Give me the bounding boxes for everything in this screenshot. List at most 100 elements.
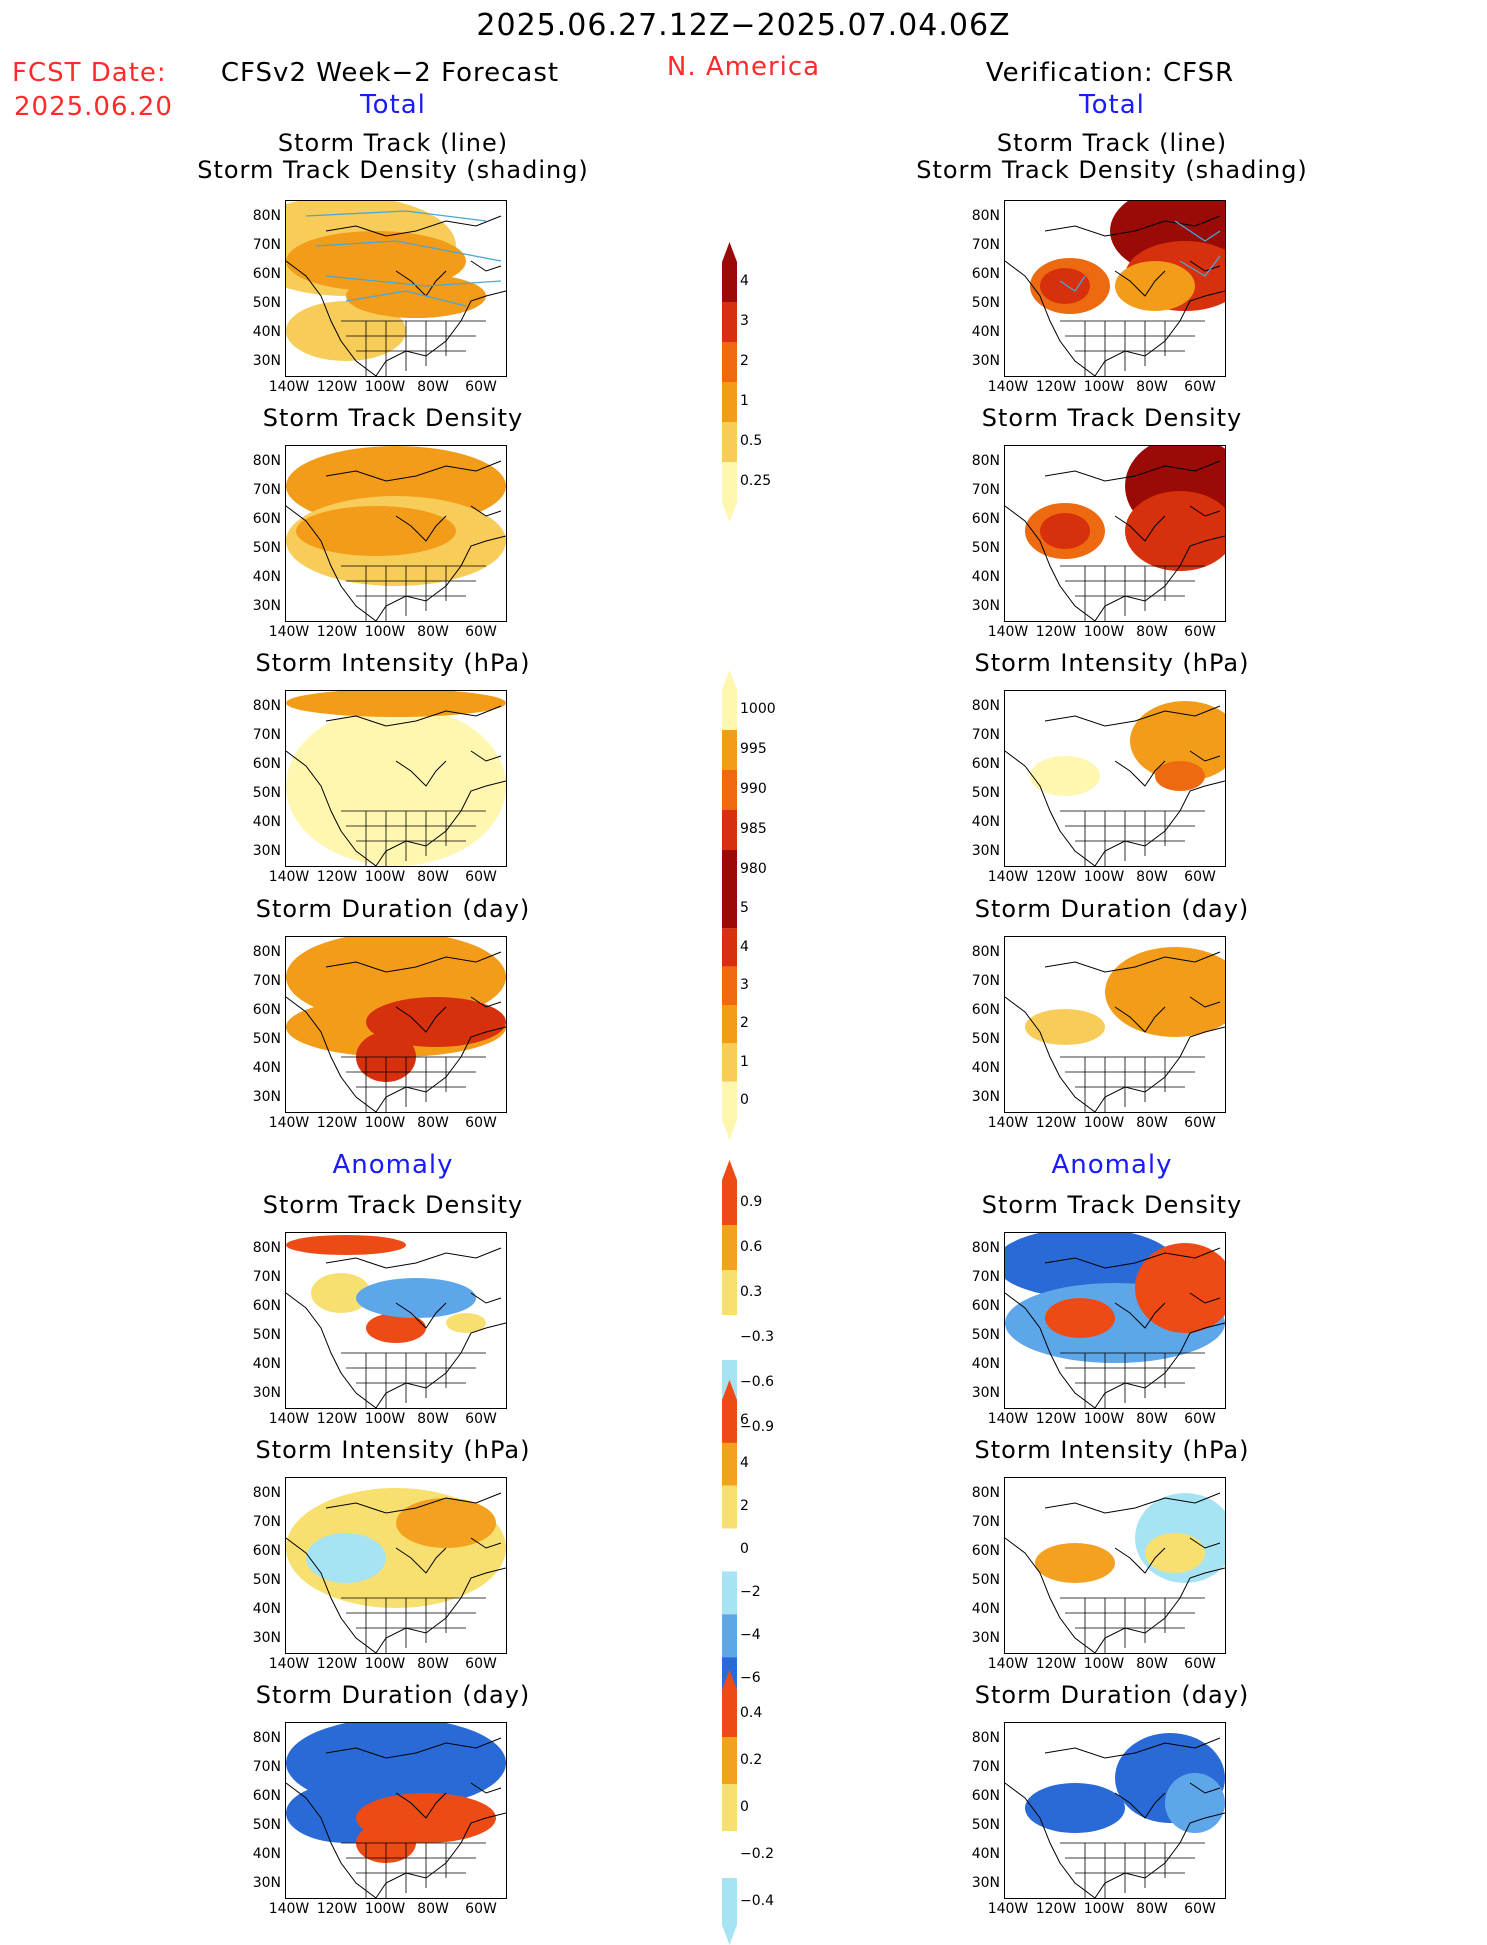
verification-density-lat-tick-60N: 60N	[971, 511, 1000, 527]
verification-aintensity-lat-tick-70N: 70N	[971, 1514, 1000, 1530]
duration-colorbar-segment-5	[722, 1081, 737, 1120]
verification-aintensity-borders	[1060, 1597, 1205, 1653]
verification-intensity-lon-tick-120W: 120W	[1035, 869, 1077, 885]
forecast-density-lon-tick-100W: 100W	[364, 624, 406, 640]
forecast-track-lon-tick-140W: 140W	[268, 379, 310, 395]
forecast-aduration-lat-tick-60N: 60N	[252, 1788, 281, 1804]
forecast-track-lat-tick-40N: 40N	[252, 324, 281, 340]
intensity-anomaly-colorbar-label-5: −4	[740, 1626, 761, 1643]
forecast-intensity-lat-tick-80N: 80N	[252, 698, 281, 714]
forecast-duration-lon-tick-140W: 140W	[268, 1115, 310, 1131]
verification-intensity-borders	[1060, 810, 1205, 866]
forecast-adensity-lat-tick-50N: 50N	[252, 1327, 281, 1343]
forecast-intensity-lat-tick-40N: 40N	[252, 814, 281, 830]
forecast-track-shade-2	[286, 301, 406, 361]
forecast-density-lat-tick-30N: 30N	[252, 598, 281, 614]
forecast-adensity-lon-tick-60W: 60W	[465, 1411, 497, 1427]
verification-adensity-map	[1004, 1232, 1226, 1409]
intensity-anomaly-colorbar-segment-4	[722, 1571, 737, 1615]
verification-intensity-shade-0	[1030, 756, 1100, 796]
verification-duration-map	[1004, 936, 1226, 1113]
density-colorbar-label-1: 3	[740, 313, 749, 329]
verification-adensity-borders	[1060, 1352, 1205, 1408]
duration-colorbar-bottom-arrow	[722, 1120, 737, 1140]
forecast-duration-borders	[341, 1056, 486, 1112]
duration-anomaly-colorbar-label-3: −0.2	[740, 1845, 774, 1862]
forecast-density-lat-tick-50N: 50N	[252, 540, 281, 556]
verification-aduration-lon-tick-60W: 60W	[1184, 1901, 1216, 1917]
forecast-aduration-lon-tick-140W: 140W	[268, 1901, 310, 1917]
verification-density-lon-tick-140W: 140W	[987, 624, 1029, 640]
verification-density-lon-tick-120W: 120W	[1035, 624, 1077, 640]
intensity-anomaly-colorbar-label-6: −6	[740, 1669, 761, 1686]
duration-anomaly-colorbar-label-2: 0	[740, 1798, 749, 1815]
forecast-total-heading: Total	[360, 90, 426, 120]
verification-duration-borders	[1060, 1056, 1205, 1112]
verification-track-lon-tick-100W: 100W	[1083, 379, 1125, 395]
verification-aintensity-lon-tick-100W: 100W	[1083, 1656, 1125, 1672]
forecast-duration-lat-tick-40N: 40N	[252, 1060, 281, 1076]
forecast-density-lat-tick-40N: 40N	[252, 569, 281, 585]
forecast-aduration-lon-tick-120W: 120W	[316, 1901, 358, 1917]
density-colorbar-label-4: 0.5	[740, 433, 763, 449]
verification-aduration-map-svg	[1005, 1733, 1225, 1898]
verification-intensity-lat-tick-70N: 70N	[971, 727, 1000, 743]
verification-intensity-lon-tick-140W: 140W	[987, 869, 1029, 885]
forecast-density-lat-tick-80N: 80N	[252, 453, 281, 469]
verification-density-lat-tick-40N: 40N	[971, 569, 1000, 585]
verification-density-shade-3	[1040, 513, 1090, 549]
duration-anomaly-colorbar-segment-4	[722, 1878, 737, 1925]
verification-adensity-lat-tick-50N: 50N	[971, 1327, 1000, 1343]
intensity-colorbar-segment-0	[722, 690, 737, 730]
density-colorbar-segment-2	[722, 342, 737, 382]
density-anomaly-colorbar-segment-2	[722, 1270, 737, 1315]
forecast-adensity-map	[285, 1232, 507, 1409]
forecast-intensity-shade-1	[286, 691, 506, 717]
density-colorbar-label-3: 1	[740, 393, 749, 409]
forecast-anomaly-heading: Anomaly	[332, 1150, 454, 1180]
verification-aintensity-lat-tick-50N: 50N	[971, 1572, 1000, 1588]
verification-duration-lat-tick-70N: 70N	[971, 973, 1000, 989]
verification-adensity-lon-tick-100W: 100W	[1083, 1411, 1125, 1427]
density-colorbar-label-2: 2	[740, 353, 749, 369]
verification-aduration-lon-tick-140W: 140W	[987, 1901, 1029, 1917]
intensity-anomaly-colorbar-segment-1	[722, 1442, 737, 1486]
forecast-intensity-lon-tick-140W: 140W	[268, 869, 310, 885]
intensity-anomaly-colorbar-label-1: 4	[740, 1455, 749, 1472]
forecast-track-lat-tick-70N: 70N	[252, 237, 281, 253]
duration-anomaly-colorbar-top-arrow	[722, 1670, 737, 1690]
forecast-track-map-svg	[286, 201, 506, 376]
forecast-duration-lon-tick-80W: 80W	[417, 1115, 449, 1131]
verification-track-shade-3	[1040, 268, 1090, 304]
forecast-aintensity-map-svg	[286, 1488, 506, 1653]
forecast-intensity-lat-tick-60N: 60N	[252, 756, 281, 772]
forecast-aduration-lat-tick-40N: 40N	[252, 1846, 281, 1862]
verification-track-lon-tick-120W: 120W	[1035, 379, 1077, 395]
duration-colorbar-segment-1	[722, 928, 737, 967]
forecast-intensity-lon-tick-120W: 120W	[316, 869, 358, 885]
forecast-aduration-lon-tick-80W: 80W	[417, 1901, 449, 1917]
verification-track-lat-tick-60N: 60N	[971, 266, 1000, 282]
intensity-anomaly-colorbar-segment-5	[722, 1614, 737, 1658]
forecast-aintensity-lat-tick-60N: 60N	[252, 1543, 281, 1559]
verification-duration-lon-tick-100W: 100W	[1083, 1115, 1125, 1131]
verification-intensity-lon-tick-60W: 60W	[1184, 869, 1216, 885]
verification-aduration-lat-tick-30N: 30N	[971, 1875, 1000, 1891]
forecast-intensity-map	[285, 690, 507, 867]
forecast-adensity-shade-2	[366, 1313, 426, 1343]
verification-aintensity-lat-tick-30N: 30N	[971, 1630, 1000, 1646]
verification-adensity-shade-3	[1045, 1298, 1115, 1338]
forecast-track-lat-tick-80N: 80N	[252, 208, 281, 224]
verification-track-map-svg	[1005, 201, 1225, 376]
verification-density-map-svg	[1005, 446, 1225, 621]
duration-colorbar	[722, 870, 737, 1140]
verification-track-borders	[1060, 320, 1205, 376]
duration-colorbar-label-1: 4	[740, 938, 749, 955]
verification-density-lon-tick-100W: 100W	[1083, 624, 1125, 640]
forecast-adensity-lat-tick-60N: 60N	[252, 1298, 281, 1314]
region-label: N. America	[666, 52, 821, 82]
verification-aduration-lat-tick-60N: 60N	[971, 1788, 1000, 1804]
duration-anomaly-colorbar-segment-2	[722, 1784, 737, 1831]
verification-aintensity-lat-tick-80N: 80N	[971, 1485, 1000, 1501]
forecast-adensity-lon-tick-80W: 80W	[417, 1411, 449, 1427]
